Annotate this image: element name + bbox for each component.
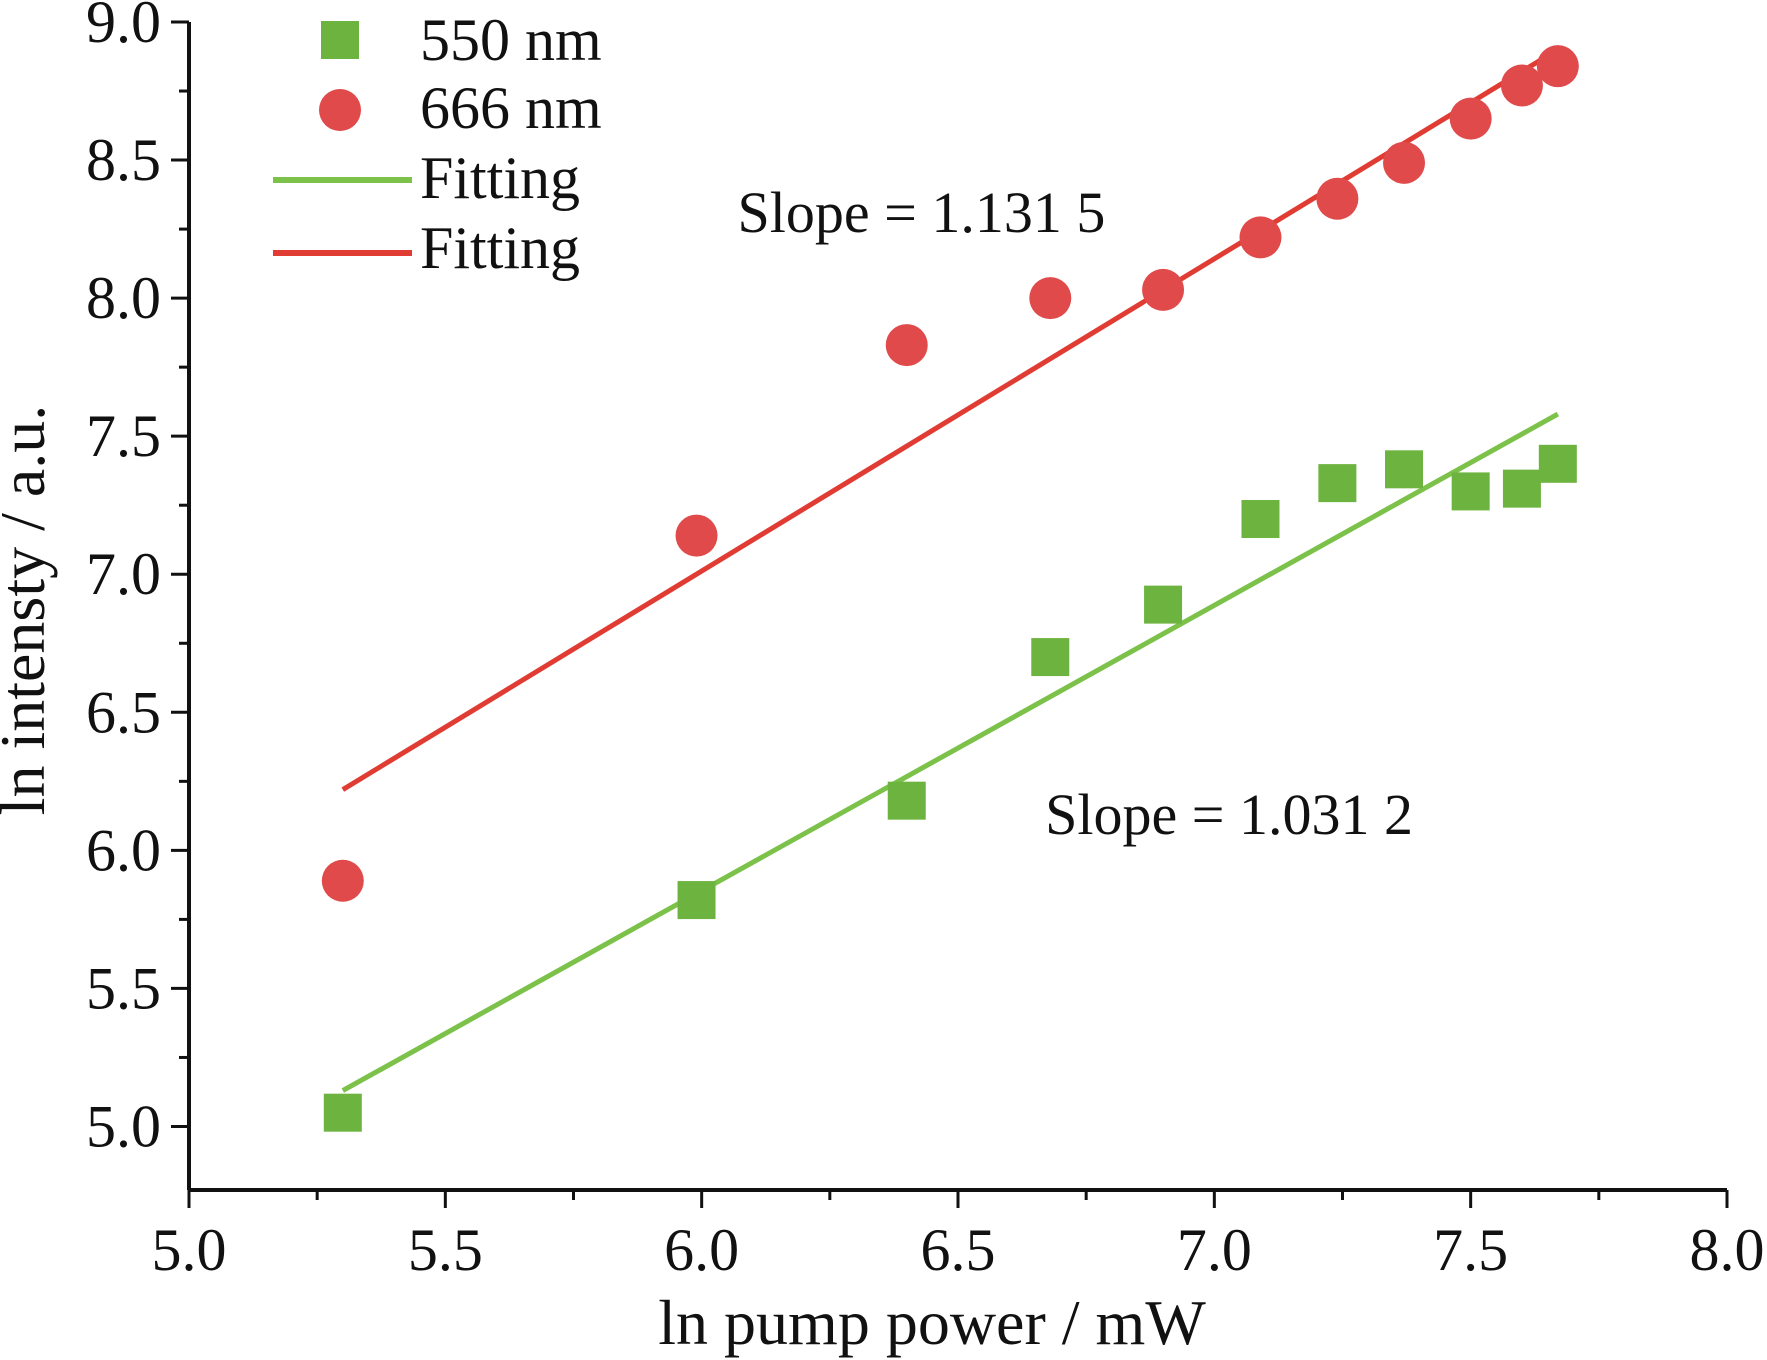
data-point-666nm — [885, 324, 928, 367]
data-point-666nm — [1449, 97, 1492, 140]
data-point-666nm — [1239, 216, 1282, 259]
y-tick-label: 5.5 — [86, 955, 161, 1021]
y-tick-label: 6.0 — [86, 817, 161, 883]
x-tick-label: 8.0 — [1690, 1217, 1765, 1283]
slope-annotation-1: Slope = 1.131 5 — [738, 180, 1106, 245]
x-tick-label: 6.5 — [921, 1217, 996, 1283]
data-point-550nm — [887, 781, 926, 820]
data-point-550nm — [1451, 472, 1490, 511]
x-tick-label: 6.0 — [664, 1217, 739, 1283]
data-point-666nm — [1500, 64, 1543, 107]
data-point-666nm — [1029, 277, 1072, 320]
data-point-550nm — [1241, 500, 1280, 539]
y-tick-label: 8.5 — [86, 127, 161, 193]
data-point-550nm — [677, 881, 716, 920]
legend-label-fit-green: Fitting — [420, 145, 580, 211]
data-point-666nm — [1142, 268, 1185, 311]
x-tick-label: 7.0 — [1177, 1217, 1252, 1283]
y-tick-label: 7.5 — [86, 403, 161, 469]
data-point-550nm — [1538, 444, 1577, 483]
x-tick-label: 5.0 — [152, 1217, 227, 1283]
data-point-550nm — [1031, 638, 1070, 677]
legend-marker-666nm — [319, 89, 361, 131]
data-point-550nm — [1144, 585, 1183, 624]
fit-line-1 — [341, 411, 1560, 1093]
data-point-550nm — [1502, 469, 1541, 508]
fit-lines — [341, 47, 1560, 1093]
slope-annotation-2: Slope = 1.031 2 — [1045, 782, 1413, 847]
y-tick-label: 8.0 — [86, 265, 161, 331]
data-point-550nm — [323, 1093, 362, 1132]
data-point-666nm — [1383, 141, 1426, 184]
data-point-550nm — [1385, 450, 1424, 489]
y-axis-title: ln intensty / a.u. — [0, 405, 58, 816]
fit-line-2 — [341, 47, 1560, 792]
y-tick-label: 5.0 — [86, 1093, 161, 1159]
y-tick-label: 6.5 — [86, 679, 161, 745]
data-point-666nm — [1316, 177, 1359, 220]
data-point-666nm — [675, 514, 718, 557]
legend-marker-550nm — [321, 21, 359, 59]
axes: 5.0 5.5 6.0 6.5 7.0 7.5 8.0 5.0 5.5 6.0 6.5 7.0 7.5 8… — [86, 0, 1765, 1283]
data-point-550nm — [1318, 464, 1357, 503]
data-point-666nm — [1536, 45, 1579, 88]
data-point-666nm — [321, 859, 364, 902]
y-tick-label: 7.0 — [86, 541, 161, 607]
data-markers — [321, 45, 1579, 1132]
x-tick-label: 7.5 — [1433, 1217, 1508, 1283]
legend-label-550nm: 550 nm — [420, 7, 602, 73]
x-tick-label: 5.5 — [408, 1217, 483, 1283]
legend-label-fit-red: Fitting — [420, 215, 580, 281]
legend-label-666nm: 666 nm — [420, 75, 602, 141]
annotations: Slope = 1.131 5 Slope = 1.031 2 — [738, 180, 1413, 847]
y-tick-label: 9.0 — [86, 0, 161, 55]
x-axis-title: ln pump power / mW — [658, 1287, 1206, 1358]
